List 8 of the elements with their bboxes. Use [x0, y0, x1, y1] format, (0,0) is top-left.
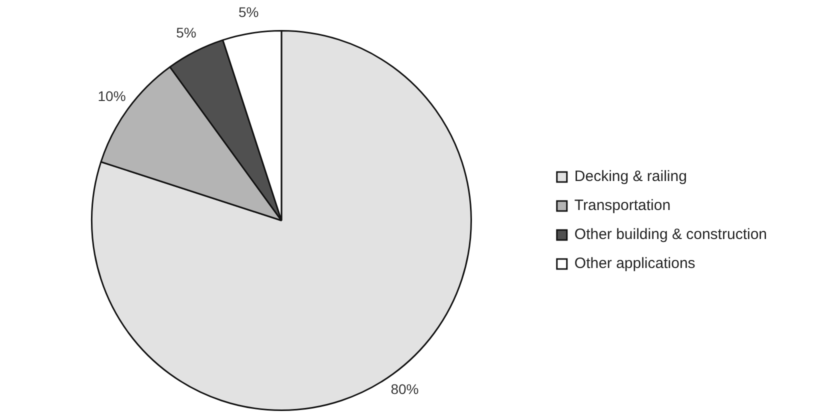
data-label: 10%: [98, 88, 126, 104]
legend-label: Other building & construction: [574, 226, 768, 244]
data-label: 5%: [238, 4, 259, 20]
legend-label: Transportation: [574, 197, 671, 214]
data-label: 5%: [176, 24, 196, 40]
legend-label: Other applications: [574, 255, 696, 272]
data-label: 80%: [390, 381, 419, 398]
legend-label: Decking & railing: [574, 168, 687, 186]
